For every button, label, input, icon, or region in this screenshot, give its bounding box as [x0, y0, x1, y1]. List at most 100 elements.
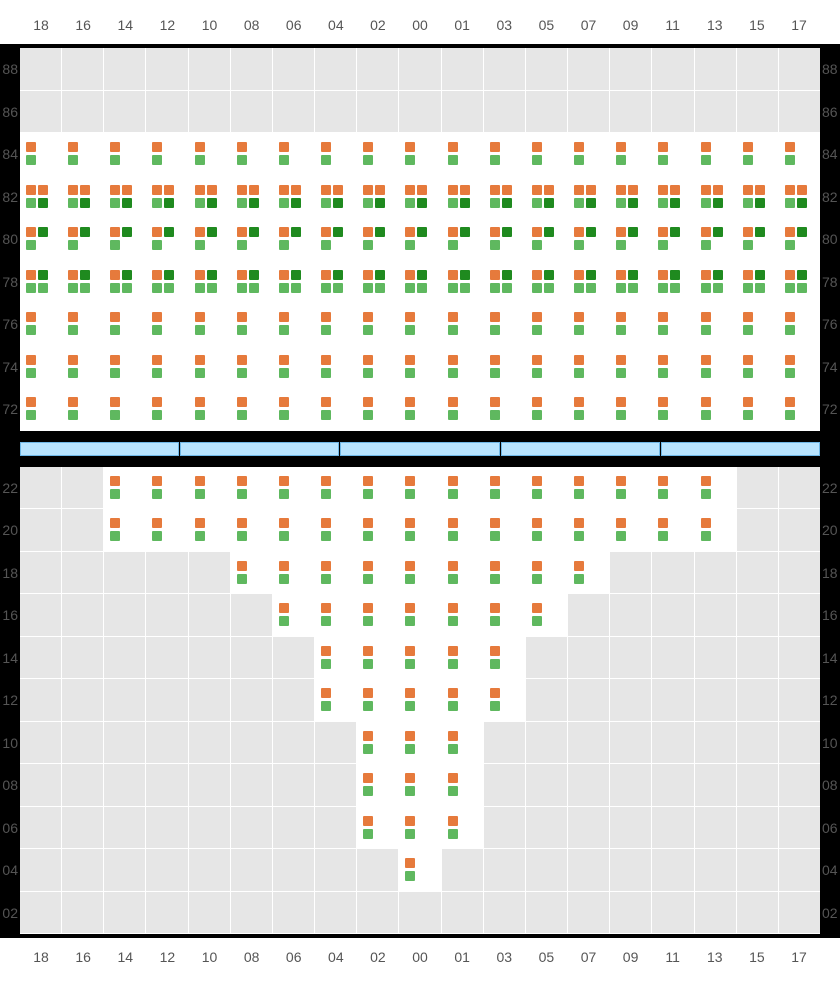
rack-cell-filled[interactable] — [442, 637, 484, 680]
rack-cell-filled[interactable] — [189, 303, 231, 346]
rack-cell-filled[interactable] — [484, 133, 526, 176]
rack-cell-filled[interactable] — [526, 261, 568, 304]
rack-cell-filled[interactable] — [104, 218, 146, 261]
rack-cell-filled[interactable] — [695, 303, 737, 346]
rack-cell-filled[interactable] — [146, 388, 188, 431]
rack-cell-filled[interactable] — [62, 261, 104, 304]
rack-cell-filled[interactable] — [20, 346, 62, 389]
rack-cell-filled[interactable] — [273, 552, 315, 595]
rack-cell-filled[interactable] — [273, 594, 315, 637]
rack-cell-filled[interactable] — [357, 637, 399, 680]
rack-cell-filled[interactable] — [526, 388, 568, 431]
rack-cell-filled[interactable] — [779, 218, 820, 261]
rack-cell-filled[interactable] — [231, 346, 273, 389]
rack-cell-filled[interactable] — [610, 346, 652, 389]
rack-cell-filled[interactable] — [357, 722, 399, 765]
rack-cell-filled[interactable] — [62, 218, 104, 261]
rack-cell-filled[interactable] — [399, 388, 441, 431]
rack-cell-filled[interactable] — [526, 594, 568, 637]
rack-cell-filled[interactable] — [104, 346, 146, 389]
rack-cell-filled[interactable] — [695, 133, 737, 176]
rack-cell-filled[interactable] — [357, 509, 399, 552]
rack-cell-filled[interactable] — [779, 346, 820, 389]
rack-cell-filled[interactable] — [652, 346, 694, 389]
rack-cell-filled[interactable] — [146, 346, 188, 389]
rack-cell-filled[interactable] — [526, 346, 568, 389]
rack-cell-filled[interactable] — [357, 176, 399, 219]
rack-cell-filled[interactable] — [315, 303, 357, 346]
rack-cell-filled[interactable] — [610, 261, 652, 304]
rack-cell-filled[interactable] — [442, 261, 484, 304]
rack-cell-filled[interactable] — [610, 388, 652, 431]
rack-cell-filled[interactable] — [442, 722, 484, 765]
rack-cell-filled[interactable] — [146, 261, 188, 304]
rack-cell-filled[interactable] — [568, 346, 610, 389]
rack-cell-filled[interactable] — [484, 509, 526, 552]
rack-cell-filled[interactable] — [442, 133, 484, 176]
rack-cell-filled[interactable] — [442, 467, 484, 510]
rack-cell-filled[interactable] — [357, 679, 399, 722]
rack-cell-filled[interactable] — [484, 594, 526, 637]
rack-cell-filled[interactable] — [442, 679, 484, 722]
rack-cell-filled[interactable] — [442, 218, 484, 261]
rack-cell-filled[interactable] — [737, 303, 779, 346]
rack-cell-filled[interactable] — [652, 388, 694, 431]
rack-cell-filled[interactable] — [315, 467, 357, 510]
rack-cell-filled[interactable] — [231, 388, 273, 431]
rack-cell-filled[interactable] — [231, 552, 273, 595]
rack-cell-filled[interactable] — [62, 303, 104, 346]
rack-cell-filled[interactable] — [315, 388, 357, 431]
rack-cell-filled[interactable] — [568, 509, 610, 552]
rack-cell-filled[interactable] — [610, 467, 652, 510]
rack-cell-filled[interactable] — [20, 388, 62, 431]
rack-cell-filled[interactable] — [315, 346, 357, 389]
rack-cell-filled[interactable] — [315, 176, 357, 219]
rack-cell-filled[interactable] — [399, 679, 441, 722]
rack-cell-filled[interactable] — [442, 176, 484, 219]
rack-cell-filled[interactable] — [104, 467, 146, 510]
rack-cell-filled[interactable] — [737, 176, 779, 219]
rack-cell-filled[interactable] — [484, 346, 526, 389]
rack-cell-filled[interactable] — [231, 467, 273, 510]
rack-cell-filled[interactable] — [737, 261, 779, 304]
rack-cell-filled[interactable] — [610, 176, 652, 219]
rack-cell-filled[interactable] — [399, 176, 441, 219]
rack-cell-filled[interactable] — [146, 176, 188, 219]
rack-cell-filled[interactable] — [357, 133, 399, 176]
rack-cell-filled[interactable] — [189, 388, 231, 431]
rack-cell-filled[interactable] — [484, 467, 526, 510]
rack-cell-filled[interactable] — [779, 303, 820, 346]
rack-cell-filled[interactable] — [652, 467, 694, 510]
rack-cell-filled[interactable] — [357, 388, 399, 431]
rack-cell-filled[interactable] — [146, 133, 188, 176]
rack-cell-filled[interactable] — [189, 133, 231, 176]
rack-cell-filled[interactable] — [357, 807, 399, 850]
rack-cell-filled[interactable] — [442, 303, 484, 346]
rack-cell-filled[interactable] — [568, 467, 610, 510]
rack-cell-filled[interactable] — [189, 218, 231, 261]
rack-cell-filled[interactable] — [399, 764, 441, 807]
rack-cell-filled[interactable] — [399, 807, 441, 850]
rack-cell-filled[interactable] — [399, 509, 441, 552]
rack-cell-filled[interactable] — [610, 509, 652, 552]
rack-cell-filled[interactable] — [442, 807, 484, 850]
rack-cell-filled[interactable] — [315, 133, 357, 176]
rack-cell-filled[interactable] — [399, 594, 441, 637]
rack-cell-filled[interactable] — [357, 594, 399, 637]
rack-cell-filled[interactable] — [189, 346, 231, 389]
rack-cell-filled[interactable] — [484, 388, 526, 431]
rack-cell-filled[interactable] — [273, 303, 315, 346]
rack-cell-filled[interactable] — [399, 346, 441, 389]
rack-cell-filled[interactable] — [104, 261, 146, 304]
rack-cell-filled[interactable] — [62, 346, 104, 389]
rack-cell-filled[interactable] — [399, 849, 441, 892]
rack-cell-filled[interactable] — [315, 637, 357, 680]
rack-cell-filled[interactable] — [568, 388, 610, 431]
rack-cell-filled[interactable] — [695, 509, 737, 552]
rack-cell-filled[interactable] — [695, 467, 737, 510]
rack-cell-filled[interactable] — [610, 303, 652, 346]
rack-cell-filled[interactable] — [231, 176, 273, 219]
rack-cell-filled[interactable] — [20, 218, 62, 261]
rack-cell-filled[interactable] — [315, 552, 357, 595]
rack-cell-filled[interactable] — [442, 764, 484, 807]
